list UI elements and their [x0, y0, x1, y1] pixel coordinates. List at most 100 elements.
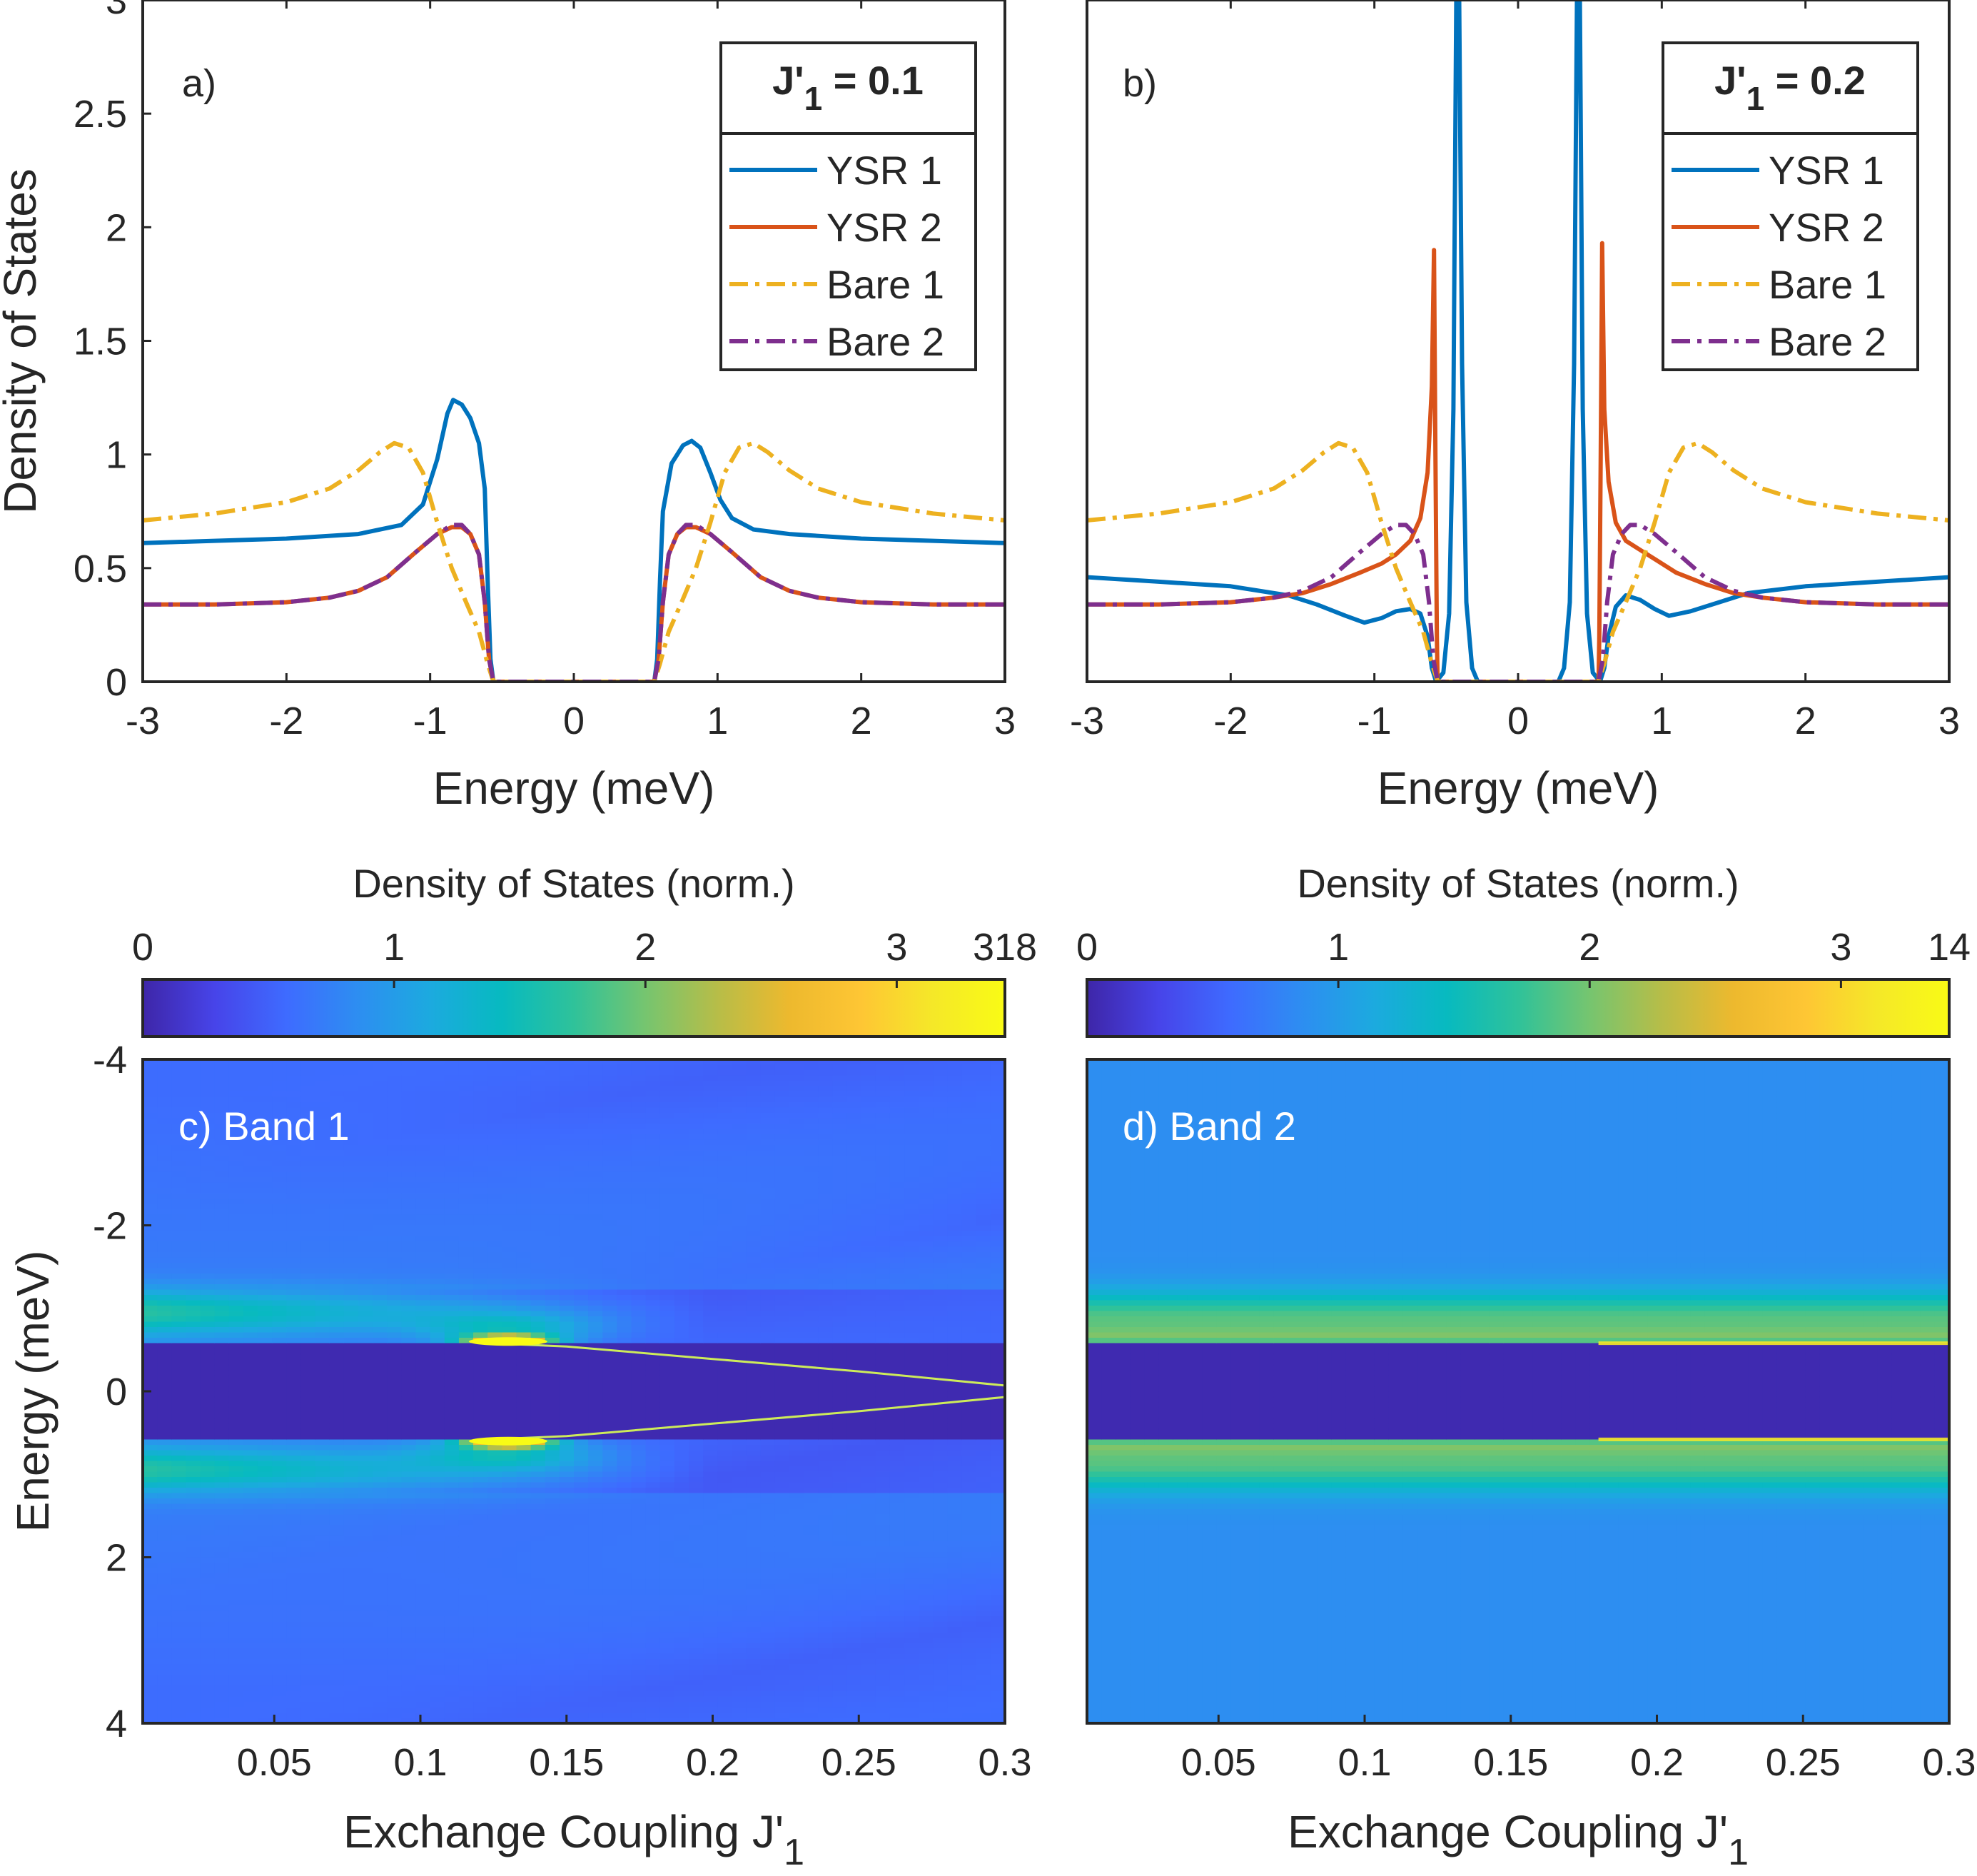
heatmap-cell — [286, 1199, 302, 1205]
heatmap-cell — [444, 1445, 460, 1451]
heatmap-cell — [214, 1685, 230, 1692]
heatmap-cell — [645, 1166, 661, 1173]
heatmap-cell — [157, 1134, 173, 1141]
heatmap-cell — [659, 1509, 675, 1516]
heatmap-cell — [631, 1300, 647, 1306]
heatmap-cell — [674, 1375, 689, 1381]
heatmap-cell — [502, 1423, 517, 1430]
heatmap-cell — [258, 1461, 273, 1467]
heatmap-cell — [343, 1214, 359, 1221]
heatmap-cell — [300, 1541, 316, 1548]
heatmap-cell — [415, 1445, 431, 1451]
heatmap-cell — [200, 1316, 216, 1323]
heatmap-cell — [617, 1177, 632, 1184]
heatmap-cell — [674, 1150, 689, 1156]
heatmap-cell — [157, 1557, 173, 1563]
heatmap-cell — [430, 1284, 445, 1291]
heatmap-cell — [415, 1648, 431, 1655]
heatmap-cell — [473, 1188, 488, 1194]
heatmap-cell — [473, 1096, 488, 1103]
heatmap-cell — [430, 1450, 445, 1456]
heatmap-cell — [444, 1530, 460, 1537]
series-line-ysr-1 — [143, 398, 1005, 682]
heatmap-cell — [329, 1199, 345, 1205]
heatmap-cell — [358, 1150, 373, 1156]
heatmap-cell — [530, 1327, 546, 1333]
heatmap-cell — [444, 1364, 460, 1371]
heatmap-cell — [689, 1070, 704, 1076]
heatmap-cell — [157, 1498, 173, 1505]
heatmap-cell — [645, 1670, 661, 1676]
heatmap-cell — [703, 1075, 719, 1081]
heatmap-cell — [243, 1520, 258, 1526]
heatmap-cell — [588, 1418, 604, 1424]
heatmap-cell — [516, 1466, 532, 1473]
heatmap-cell — [272, 1643, 288, 1649]
heatmap-cell — [258, 1381, 273, 1387]
heatmap-cell — [588, 1616, 604, 1623]
heatmap-cell — [574, 1220, 589, 1226]
heatmap-cell — [559, 1664, 575, 1670]
heatmap-cell — [214, 1557, 230, 1563]
heatmap-cell — [502, 1134, 517, 1141]
heatmap-cell — [171, 1124, 187, 1130]
heatmap-cell — [200, 1257, 216, 1264]
heatmap-cell — [228, 1477, 244, 1483]
heatmap-cell — [243, 1316, 258, 1323]
heatmap-cell — [300, 1252, 316, 1259]
heatmap-cell — [645, 1541, 661, 1548]
x-tick-label: 2 — [1795, 700, 1816, 742]
heatmap-cell — [487, 1600, 503, 1606]
heatmap-cell — [602, 1134, 618, 1141]
heatmap-cell — [487, 1589, 503, 1595]
heatmap-cell — [343, 1199, 359, 1205]
heatmap-cell — [358, 1252, 373, 1259]
heatmap-cell — [143, 1193, 158, 1199]
heatmap-cell — [286, 1263, 302, 1269]
heatmap-cell — [602, 1086, 618, 1092]
heatmap-cell — [674, 1059, 689, 1066]
heatmap-cell — [228, 1311, 244, 1317]
heatmap-cell — [258, 1364, 273, 1371]
heatmap-cell — [659, 1311, 675, 1317]
heatmap-cell — [228, 1386, 244, 1392]
heatmap-cell — [516, 1204, 532, 1210]
heatmap-cell — [458, 1091, 474, 1098]
heatmap-cell — [387, 1503, 403, 1510]
heatmap-cell — [343, 1332, 359, 1338]
heatmap-cell — [401, 1461, 417, 1467]
heatmap-cell — [458, 1231, 474, 1237]
heatmap-cell — [300, 1696, 316, 1703]
heatmap-cell — [502, 1653, 517, 1660]
heatmap-cell — [487, 1348, 503, 1355]
heatmap-cell — [286, 1428, 302, 1435]
heatmap-cell — [415, 1541, 431, 1548]
heatmap-cell — [473, 1231, 488, 1237]
heatmap-cell — [157, 1589, 173, 1595]
heatmap-cell — [602, 1161, 618, 1167]
heatmap-cell — [473, 1353, 488, 1360]
heatmap-cell — [387, 1086, 403, 1092]
heatmap-cell — [703, 1129, 719, 1135]
heatmap-cell — [545, 1503, 560, 1510]
heatmap-cell — [143, 1246, 158, 1253]
heatmap-cell — [143, 1445, 158, 1451]
heatmap-cell — [243, 1311, 258, 1317]
heatmap-cell — [487, 1680, 503, 1687]
heatmap-cell — [516, 1514, 532, 1521]
heatmap-cell — [214, 1225, 230, 1231]
heatmap-cell — [588, 1557, 604, 1563]
heatmap-cell — [530, 1274, 546, 1280]
heatmap-cell — [502, 1648, 517, 1655]
heatmap-cell — [444, 1659, 460, 1665]
heatmap-cell — [602, 1321, 618, 1328]
heatmap-cell — [516, 1418, 532, 1424]
heatmap-cell — [373, 1193, 388, 1199]
heatmap-cell — [343, 1535, 359, 1542]
heatmap-cell — [300, 1498, 316, 1505]
heatmap-cell — [674, 1284, 689, 1291]
heatmap-cell — [487, 1713, 503, 1719]
heatmap-cell — [487, 1696, 503, 1703]
heatmap-cell — [659, 1274, 675, 1280]
heatmap-cell — [214, 1064, 230, 1071]
